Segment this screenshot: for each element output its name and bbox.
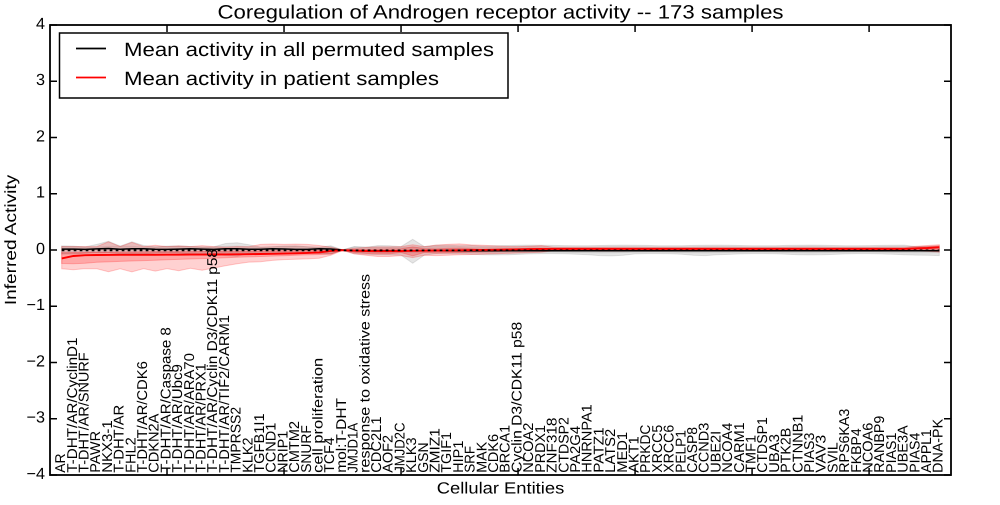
svg-text:MED1: MED1 [615,432,631,473]
svg-text:PELP1: PELP1 [673,430,689,473]
svg-text:HIP1: HIP1 [451,440,467,472]
svg-text:CTDSP2: CTDSP2 [556,417,572,473]
svg-text:CDKN2A: CDKN2A [147,413,163,473]
svg-text:BRCA1: BRCA1 [498,425,514,473]
svg-text:PAWR: PAWR [88,431,104,473]
svg-text:3: 3 [36,71,45,89]
svg-text:SRF: SRF [463,446,479,473]
svg-text:Mean activity in all permuted: Mean activity in all permuted samples [124,40,494,61]
svg-text:T-DHT/AR/ARA70: T-DHT/AR/ARA70 [182,353,198,473]
svg-text:NCOA6: NCOA6 [860,423,876,473]
svg-text:response to oxidative stress: response to oxidative stress [357,274,373,473]
svg-text:T-DHT/AR/CDK6: T-DHT/AR/CDK6 [135,361,151,473]
svg-text:T-DHT/AR/SNURF: T-DHT/AR/SNURF [77,352,93,473]
svg-text:CASP8: CASP8 [685,427,701,473]
svg-text:CDC2L1: CDC2L1 [369,416,385,472]
svg-text:Cyclin D3/CDK11 p58: Cyclin D3/CDK11 p58 [509,322,525,473]
svg-text:PIAS3: PIAS3 [802,433,818,473]
svg-text:2: 2 [36,127,45,145]
svg-text:NCOA2: NCOA2 [521,423,537,473]
svg-text:T-DHT/AR/Caspase 8: T-DHT/AR/Caspase 8 [158,327,174,473]
svg-text:T-DHT/AR/TIF2/CARM1: T-DHT/AR/TIF2/CARM1 [217,315,233,473]
svg-text:NCOA4: NCOA4 [720,423,736,473]
svg-text:JMJD2C: JMJD2C [392,423,408,473]
svg-text:1: 1 [36,184,45,202]
svg-text:ZMIZ1: ZMIZ1 [428,428,444,473]
svg-text:NRIP1: NRIP1 [275,431,291,473]
svg-text:T-DHT/AR/Cyclin D3/CDK11 p58: T-DHT/AR/Cyclin D3/CDK11 p58 [205,249,221,473]
svg-text:PATZ1: PATZ1 [591,427,607,473]
svg-text:TGFB1I1: TGFB1I1 [252,413,268,473]
svg-text:T-DHT/AR: T-DHT/AR [112,405,128,473]
svg-text:Inferred Activity: Inferred Activity [2,174,20,305]
svg-text:HNRNPA1: HNRNPA1 [580,404,596,473]
svg-text:PA2G4: PA2G4 [568,426,584,473]
svg-text:PRDX1: PRDX1 [533,425,549,473]
svg-text:T-DHT/AR/CyclinD1: T-DHT/AR/CyclinD1 [65,337,81,472]
svg-text:0: 0 [36,240,45,258]
svg-text:PIAS1: PIAS1 [884,433,900,473]
svg-text:JMJD1A: JMJD1A [346,422,362,472]
svg-text:RPS6KA3: RPS6KA3 [837,409,853,473]
svg-text:XRCC5: XRCC5 [650,425,666,473]
svg-text:APPL1: APPL1 [919,429,935,473]
svg-text:FHL2: FHL2 [123,437,139,473]
svg-text:TMF1: TMF1 [743,435,759,473]
svg-text:AR: AR [53,453,69,472]
svg-text:Cellular Entities: Cellular Entities [437,480,565,498]
svg-text:TMPRSS2: TMPRSS2 [229,407,245,473]
svg-text:mol:T-DHT: mol:T-DHT [334,398,350,473]
svg-text:PIAS4: PIAS4 [907,433,923,473]
svg-text:KLK3: KLK3 [404,437,420,472]
svg-text:UBE3A: UBE3A [896,425,912,473]
svg-text:CTNNB1: CTNNB1 [790,414,806,472]
svg-text:XRCC6: XRCC6 [662,425,678,473]
svg-text:T-DHT/AR/Ubc9: T-DHT/AR/Ubc9 [170,364,186,473]
svg-text:TGIF1: TGIF1 [439,432,455,473]
svg-text:CDK6: CDK6 [486,434,502,473]
svg-text:SNURF: SNURF [299,425,315,473]
svg-text:GSN: GSN [416,442,432,472]
svg-text:SVIL: SVIL [825,442,841,473]
svg-text:RANBP9: RANBP9 [872,416,888,473]
svg-text:CTDSP1: CTDSP1 [755,417,771,473]
svg-text:ZNF318: ZNF318 [545,417,561,472]
svg-text:NKX3-1: NKX3-1 [100,420,116,473]
svg-text:CMTM2: CMTM2 [287,421,303,473]
svg-text:−4: −4 [27,465,45,483]
svg-text:CARM1: CARM1 [732,422,748,473]
svg-text:LATS2: LATS2 [603,429,619,473]
svg-text:DNA-PK: DNA-PK [931,418,947,472]
svg-text:4: 4 [36,15,45,33]
svg-text:CCND1: CCND1 [264,423,280,473]
svg-text:CCND3: CCND3 [697,423,713,473]
svg-text:AKT1: AKT1 [626,436,642,473]
svg-text:UBE2I: UBE2I [708,431,724,473]
svg-text:KLK2: KLK2 [240,437,256,472]
svg-text:VAV3: VAV3 [814,435,830,473]
svg-text:T-DHT/AR/PRX1: T-DHT/AR/PRX1 [194,363,210,473]
svg-text:cell proliferation: cell proliferation [311,358,327,473]
svg-text:MAK: MAK [474,441,490,473]
svg-text:−2: −2 [27,352,45,370]
svg-text:FKBP4: FKBP4 [849,428,865,473]
svg-text:−1: −1 [27,296,45,314]
svg-text:Coregulation of Androgen recep: Coregulation of Androgen receptor activi… [218,2,784,23]
svg-text:TCF4: TCF4 [322,437,338,473]
svg-text:PTK2B: PTK2B [779,428,795,473]
svg-text:PRKDC: PRKDC [638,425,654,473]
svg-text:Mean activity in patient sampl: Mean activity in patient samples [124,69,439,90]
svg-text:UBA3: UBA3 [767,434,783,473]
svg-text:AOF2: AOF2 [381,435,397,473]
svg-text:−3: −3 [27,409,45,427]
